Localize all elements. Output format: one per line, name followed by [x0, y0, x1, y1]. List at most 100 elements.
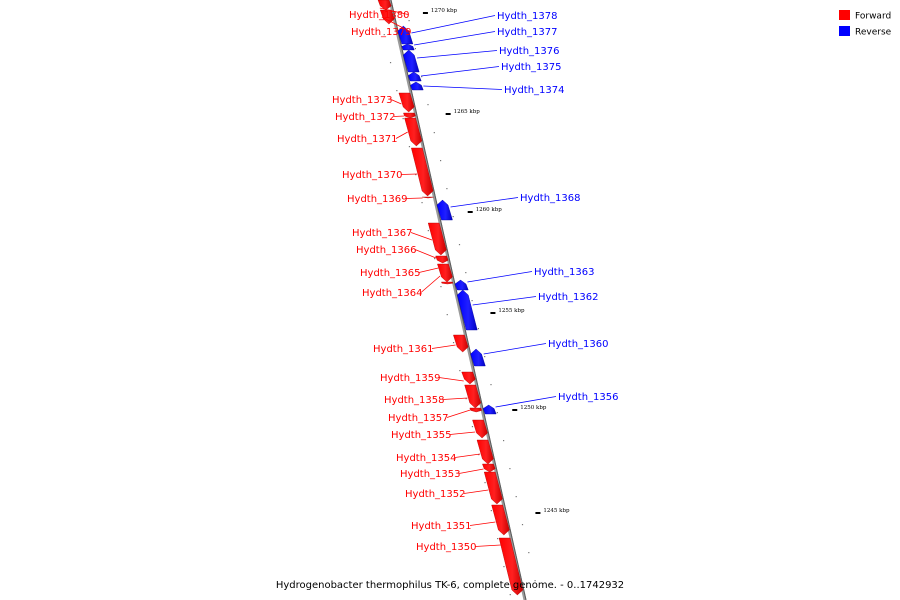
axis-dot	[503, 566, 505, 568]
gene-arrow-hydth-1372[interactable]	[403, 112, 416, 119]
leader-line	[469, 521, 496, 526]
gene-label-hydth-1369[interactable]: Hydth_1369	[347, 194, 408, 205]
gene-arrow-hydth-1375[interactable]	[407, 71, 422, 82]
leader-line	[393, 115, 405, 117]
gene-arrow-hydth-1360[interactable]	[470, 348, 486, 367]
kbp-ticks: 1270 kbp 1265 kbp 1260 kbp 1255 kbp 1250 kbp…	[422, 8, 570, 514]
gene-label-hydth-1363[interactable]: Hydth_1363	[534, 267, 595, 278]
leader-line	[495, 396, 557, 408]
gene-label-hydth-1366[interactable]: Hydth_1366	[356, 245, 417, 256]
gene-label-hydth-1374[interactable]: Hydth_1374	[504, 85, 565, 96]
gene-label-hydth-1358[interactable]: Hydth_1358	[384, 395, 445, 406]
legend-reverse-swatch	[839, 26, 850, 36]
gene-label-hydth-1370[interactable]: Hydth_1370	[342, 170, 403, 181]
gene-arrow-hydth-1356[interactable]	[482, 404, 497, 415]
gene-label-hydth-1375[interactable]: Hydth_1375	[501, 62, 562, 73]
gene-arrow-hydth-1361[interactable]	[453, 334, 469, 353]
leader-line	[400, 173, 418, 175]
gene-label-hydth-1379[interactable]: Hydth_1379	[351, 27, 412, 38]
gene-label-hydth-1376[interactable]: Hydth_1376	[499, 46, 560, 57]
gene-arrow-hydth-1351[interactable]	[491, 504, 510, 536]
kbp-tick-mark	[422, 12, 428, 14]
leader-line	[450, 197, 519, 208]
gene-arrow-hydth-1368[interactable]	[436, 199, 453, 221]
gene-arrow-hydth-1350[interactable]	[498, 537, 524, 596]
leader-line	[423, 85, 503, 90]
leader-line	[420, 275, 441, 293]
axis-dot	[477, 328, 479, 330]
gene-arrow-hydth-1374[interactable]	[410, 81, 424, 91]
gene-arrow-hydth-1364[interactable]	[441, 281, 454, 285]
gene-arrow-hydth-1354[interactable]	[476, 439, 494, 465]
gene-arrow-hydth-1362[interactable]	[457, 289, 478, 331]
axis-dot	[496, 412, 498, 414]
legend-reverse-label: Reverse	[855, 28, 892, 38]
gene-label-hydth-1350[interactable]: Hydth_1350	[416, 542, 477, 553]
gene-arrow-hydth-1353[interactable]	[482, 463, 496, 473]
gene-label-hydth-1353[interactable]: Hydth_1353	[400, 469, 461, 480]
kbp-tick-mark	[445, 113, 451, 115]
gene-label-hydth-1377[interactable]: Hydth_1377	[497, 27, 558, 38]
gene-arrow-hydth-1370[interactable]	[411, 147, 434, 197]
leader-line	[390, 99, 402, 105]
kbp-tick-label: 1245 kbp	[543, 508, 570, 514]
gene-label-hydth-1351[interactable]: Hydth_1351	[411, 521, 472, 532]
leader-line	[418, 267, 439, 273]
gene-arrow-hydth-1367[interactable]	[427, 222, 447, 256]
axis-dot	[465, 398, 467, 400]
gene-label-hydth-1359[interactable]: Hydth_1359	[380, 373, 441, 384]
leader-line	[449, 431, 476, 435]
gene-label-hydth-1367[interactable]: Hydth_1367	[352, 228, 413, 239]
leader-line	[414, 249, 437, 259]
gene-label-hydth-1355[interactable]: Hydth_1355	[391, 430, 452, 441]
kbp-tick-mark	[490, 312, 496, 314]
axis-dot	[458, 244, 461, 246]
gene-label-hydth-1356[interactable]: Hydth_1356	[558, 392, 619, 403]
gene-arrow-hydth-1366[interactable]	[435, 255, 449, 264]
gene-arrow-hydth-1377[interactable]	[401, 43, 415, 51]
gene-label-hydth-1380[interactable]: Hydth_1380	[349, 10, 410, 21]
axis-dot	[459, 370, 461, 372]
gene-label-hydth-1373[interactable]: Hydth_1373	[332, 95, 393, 106]
gene-label-hydth-1360[interactable]: Hydth_1360	[548, 339, 609, 350]
axis-dot	[478, 454, 480, 456]
axis-dot	[383, 34, 385, 36]
gene-arrow-hydth-1358[interactable]	[464, 384, 482, 409]
gene-label-hydth-1368[interactable]: Hydth_1368	[520, 193, 581, 204]
axis-dot	[433, 132, 435, 134]
legend-forward-label: Forward	[855, 12, 891, 22]
gene-arrow-hydth-1371[interactable]	[404, 117, 423, 147]
gene-arrow-hydth-1355[interactable]	[472, 419, 488, 439]
gene-arrow-hydth-1369[interactable]	[421, 196, 435, 199]
gene-label-hydth-1354[interactable]: Hydth_1354	[396, 453, 457, 464]
gene-arrow-hydth-1363[interactable]	[454, 279, 469, 291]
axis-dot	[415, 174, 417, 176]
gene-label-hydth-1371[interactable]: Hydth_1371	[337, 134, 398, 145]
leader-line	[431, 344, 456, 349]
gene-arrow-hydth-1365[interactable]	[437, 263, 453, 283]
gene-arrow-hydth-1373[interactable]	[398, 92, 415, 113]
gene-arrow-hydth-1359[interactable]	[461, 371, 476, 385]
axis-dot	[427, 230, 429, 232]
kbp-tick-mark	[467, 211, 473, 213]
gene-arrow-hydth-1357[interactable]	[469, 407, 482, 413]
gene-label-hydth-1364[interactable]: Hydth_1364	[362, 288, 423, 299]
gene-label-hydth-1357[interactable]: Hydth_1357	[388, 413, 449, 424]
label-leaders	[379, 7, 557, 547]
gene-label-hydth-1361[interactable]: Hydth_1361	[373, 344, 434, 355]
kbp-tick-label: 1260 kbp	[476, 207, 503, 213]
gene-label-hydth-1365[interactable]: Hydth_1365	[360, 268, 421, 279]
gene-label-hydth-1378[interactable]: Hydth_1378	[497, 11, 558, 22]
gene-arrow-hydth-1352[interactable]	[483, 471, 503, 505]
axis-dot	[534, 580, 536, 582]
gene-label-hydth-1362[interactable]: Hydth_1362	[538, 292, 599, 303]
axis-dot	[427, 104, 429, 106]
gene-label-hydth-1372[interactable]: Hydth_1372	[335, 112, 396, 123]
gene-label-hydth-1352[interactable]: Hydth_1352	[405, 489, 466, 500]
axis-dot	[471, 300, 473, 302]
gene-arrow-hydth-1380[interactable]	[377, 0, 392, 11]
genome-caption: Hydrogenobacter thermophilus TK-6, compl…	[276, 580, 624, 591]
leader-line	[379, 7, 409, 15]
axis-dot	[503, 440, 505, 442]
